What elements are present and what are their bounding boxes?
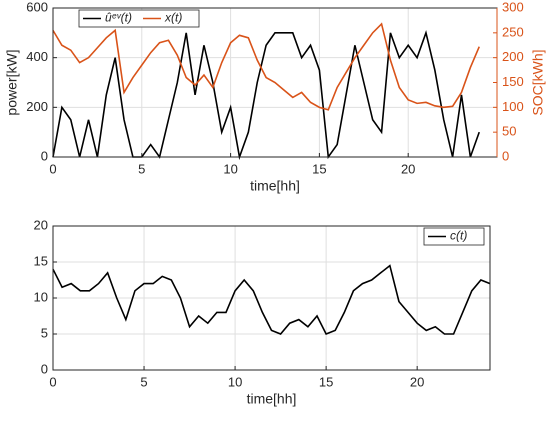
x-tick-label: 20 bbox=[410, 374, 424, 389]
x-tick-label: 5 bbox=[138, 161, 145, 176]
legend-label: ûᵉᵛ(t) bbox=[105, 11, 132, 25]
x-tick-label: 20 bbox=[401, 161, 415, 176]
y2-tick-label: 50 bbox=[502, 124, 516, 139]
axes-frame bbox=[52, 225, 491, 371]
legend-box bbox=[78, 9, 200, 28]
x-tick-label: 10 bbox=[228, 374, 242, 389]
y2-tick-label: 250 bbox=[502, 24, 524, 39]
legend-label: x(t) bbox=[164, 11, 182, 25]
y-tick-label: 20 bbox=[34, 217, 48, 232]
x-tick-label: 15 bbox=[319, 374, 333, 389]
y2-tick-label: 150 bbox=[502, 74, 524, 89]
y2-tick-label: 100 bbox=[502, 99, 524, 114]
y-tick-label: 0 bbox=[41, 361, 48, 376]
x-tick-label: 0 bbox=[49, 161, 56, 176]
series-line bbox=[52, 22, 480, 111]
x-tick-label: 5 bbox=[140, 374, 147, 389]
x-axis-label: time[hh] bbox=[247, 391, 297, 407]
x-tick-label: 10 bbox=[223, 161, 237, 176]
y-axis-label: power[kW] bbox=[4, 49, 20, 115]
y-tick-label: 200 bbox=[26, 99, 48, 114]
x-tick-label: 15 bbox=[312, 161, 326, 176]
x-tick-label: 0 bbox=[49, 374, 56, 389]
series-line bbox=[52, 264, 491, 336]
y-tick-label: 15 bbox=[34, 253, 48, 268]
x-axis-label: time[hh] bbox=[250, 178, 300, 194]
y2-axis-label: SOC[kWh] bbox=[530, 49, 546, 115]
y-tick-label: 0 bbox=[41, 148, 48, 163]
legend-box bbox=[423, 227, 485, 246]
y-tick-label: 10 bbox=[34, 289, 48, 304]
legend-label: c(t) bbox=[450, 229, 467, 243]
y2-tick-label: 200 bbox=[502, 49, 524, 64]
series-line bbox=[52, 30, 480, 161]
y2-tick-label: 300 bbox=[502, 0, 524, 14]
y-tick-label: 5 bbox=[41, 325, 48, 340]
y2-tick-label: 0 bbox=[502, 148, 509, 163]
y-tick-label: 400 bbox=[26, 49, 48, 64]
y-tick-label: 600 bbox=[26, 0, 48, 14]
